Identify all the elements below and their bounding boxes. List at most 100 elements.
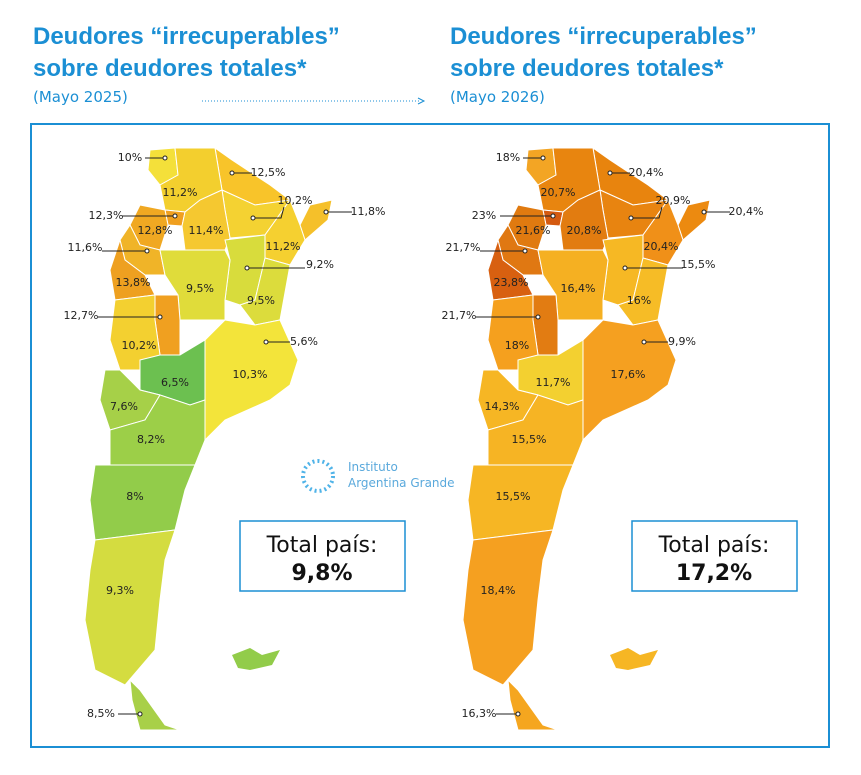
region-label: 20,4% bbox=[729, 205, 764, 218]
leader-dot bbox=[607, 170, 613, 176]
region-label: 11,6% bbox=[68, 241, 103, 254]
region-label: 15,5% bbox=[681, 258, 716, 271]
region-label: 20,7% bbox=[541, 186, 576, 199]
region-label: 9,3% bbox=[106, 584, 134, 597]
region-label: 11,2% bbox=[163, 186, 198, 199]
region-label: 17,6% bbox=[611, 368, 646, 381]
region-label: 10,2% bbox=[278, 194, 313, 207]
region-label: 21,7% bbox=[446, 241, 481, 254]
region-label: 6,5% bbox=[161, 376, 189, 389]
province bbox=[582, 319, 677, 442]
logo-mark bbox=[301, 459, 335, 493]
region-label: 10% bbox=[118, 151, 142, 164]
leader-dot bbox=[162, 155, 168, 161]
region-label: 16,4% bbox=[561, 282, 596, 295]
title: Deudores “irrecuperables” bbox=[450, 23, 757, 50]
region-label: 7,6% bbox=[110, 400, 138, 413]
region-label: 14,3% bbox=[485, 400, 520, 413]
province bbox=[507, 678, 559, 731]
province bbox=[299, 199, 333, 241]
region-label: 20,4% bbox=[644, 240, 679, 253]
region-label: 9,9% bbox=[668, 335, 696, 348]
province bbox=[462, 529, 554, 686]
region-label: 20,8% bbox=[567, 224, 602, 237]
leader-dot bbox=[641, 339, 647, 345]
logo-text: Instituto bbox=[348, 460, 398, 474]
leader-dot bbox=[244, 265, 250, 271]
frame bbox=[30, 123, 830, 748]
leader-dot bbox=[515, 711, 521, 717]
region-label: 12,5% bbox=[251, 166, 286, 179]
maps: 10% 12,5% 11,2% 10,2% 11,8% 12,3% 12,8% 11,4% 11… bbox=[64, 146, 798, 731]
leader-dot bbox=[622, 265, 628, 271]
leader-dot bbox=[229, 170, 235, 176]
total-box bbox=[239, 520, 406, 592]
leader-dot bbox=[137, 711, 143, 717]
province bbox=[109, 394, 206, 466]
region-label: 23% bbox=[472, 209, 496, 222]
region-label: 8,5% bbox=[87, 707, 115, 720]
region-label: 18% bbox=[496, 151, 520, 164]
province bbox=[487, 394, 584, 466]
islands bbox=[232, 648, 280, 670]
region-label: 12,3% bbox=[89, 209, 124, 222]
province bbox=[677, 199, 711, 241]
leader-dot bbox=[144, 248, 150, 254]
total-label: Total país: bbox=[658, 533, 770, 558]
province bbox=[159, 249, 231, 321]
region-label: 16,3% bbox=[462, 707, 497, 720]
region-label: 5,6% bbox=[290, 335, 318, 348]
leader-dot bbox=[172, 213, 178, 219]
region-label: 21,6% bbox=[516, 224, 551, 237]
leader-line bbox=[253, 206, 285, 219]
region-label: 12,7% bbox=[64, 309, 99, 322]
leader-dot bbox=[540, 155, 546, 161]
islands bbox=[610, 648, 658, 670]
leader-dot bbox=[323, 209, 329, 215]
leader-dot bbox=[628, 215, 634, 221]
title: Deudores “irrecuperables” bbox=[33, 23, 340, 50]
province bbox=[181, 189, 231, 251]
leader-dot bbox=[157, 314, 163, 320]
total-value: 9,8% bbox=[291, 561, 352, 586]
arrow-head bbox=[417, 97, 426, 105]
region-label: 11,2% bbox=[266, 240, 301, 253]
region-label: 18,4% bbox=[481, 584, 516, 597]
region-label: 20,9% bbox=[656, 194, 691, 207]
region-label: 10,2% bbox=[122, 339, 157, 352]
leader-dot bbox=[250, 215, 256, 221]
leader-dot bbox=[535, 314, 541, 320]
leader-dot bbox=[522, 248, 528, 254]
region-label: 11,4% bbox=[189, 224, 224, 237]
region-label: 18% bbox=[505, 339, 529, 352]
leader-line bbox=[631, 206, 663, 219]
region-label: 15,5% bbox=[512, 433, 547, 446]
leader-dot bbox=[701, 209, 707, 215]
region-label: 11,7% bbox=[536, 376, 571, 389]
province bbox=[84, 529, 176, 686]
title: sobre deudores totales* bbox=[450, 55, 724, 82]
logo-text: Argentina Grande bbox=[348, 476, 455, 490]
region-label: 23,8% bbox=[494, 276, 529, 289]
region-label: 9,2% bbox=[306, 258, 334, 271]
region-label: 20,4% bbox=[629, 166, 664, 179]
region-label: 12,8% bbox=[138, 224, 173, 237]
province bbox=[537, 249, 609, 321]
region-label: 9,5% bbox=[186, 282, 214, 295]
region-label: 21,7% bbox=[442, 309, 477, 322]
region-label: 9,5% bbox=[247, 294, 275, 307]
map: 10% 12,5% 11,2% 10,2% 11,8% 12,3% 12,8% 11,4% 11… bbox=[64, 146, 385, 731]
region-label: 15,5% bbox=[496, 490, 531, 503]
total-value: 17,2% bbox=[676, 561, 752, 586]
region-label: 13,8% bbox=[116, 276, 151, 289]
province bbox=[204, 319, 299, 442]
logo: Instituto Argentina Grande bbox=[301, 459, 455, 493]
province bbox=[559, 189, 609, 251]
region-label: 8,2% bbox=[137, 433, 165, 446]
total-label: Total país: bbox=[266, 533, 378, 558]
province bbox=[129, 678, 181, 731]
leader-dot bbox=[263, 339, 269, 345]
region-label: 16% bbox=[627, 294, 651, 307]
leader-dot bbox=[550, 213, 556, 219]
